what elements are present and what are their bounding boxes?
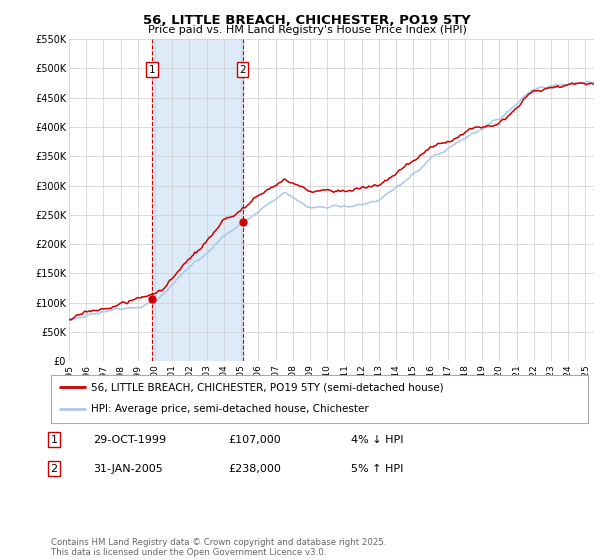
Text: 5% ↑ HPI: 5% ↑ HPI [351, 464, 403, 474]
Text: 2: 2 [239, 65, 246, 75]
Text: Price paid vs. HM Land Registry's House Price Index (HPI): Price paid vs. HM Land Registry's House … [148, 25, 467, 35]
Text: 56, LITTLE BREACH, CHICHESTER, PO19 5TY (semi-detached house): 56, LITTLE BREACH, CHICHESTER, PO19 5TY … [91, 382, 444, 392]
Text: HPI: Average price, semi-detached house, Chichester: HPI: Average price, semi-detached house,… [91, 404, 369, 414]
Text: 1: 1 [149, 65, 155, 75]
Text: Contains HM Land Registry data © Crown copyright and database right 2025.
This d: Contains HM Land Registry data © Crown c… [51, 538, 386, 557]
Text: 29-OCT-1999: 29-OCT-1999 [93, 435, 166, 445]
Text: 1: 1 [50, 435, 58, 445]
Text: 2: 2 [50, 464, 58, 474]
Text: £107,000: £107,000 [228, 435, 281, 445]
Text: £238,000: £238,000 [228, 464, 281, 474]
Bar [152, 39, 242, 361]
Text: 56, LITTLE BREACH, CHICHESTER, PO19 5TY: 56, LITTLE BREACH, CHICHESTER, PO19 5TY [143, 14, 471, 27]
Text: 4% ↓ HPI: 4% ↓ HPI [351, 435, 404, 445]
Text: 31-JAN-2005: 31-JAN-2005 [93, 464, 163, 474]
